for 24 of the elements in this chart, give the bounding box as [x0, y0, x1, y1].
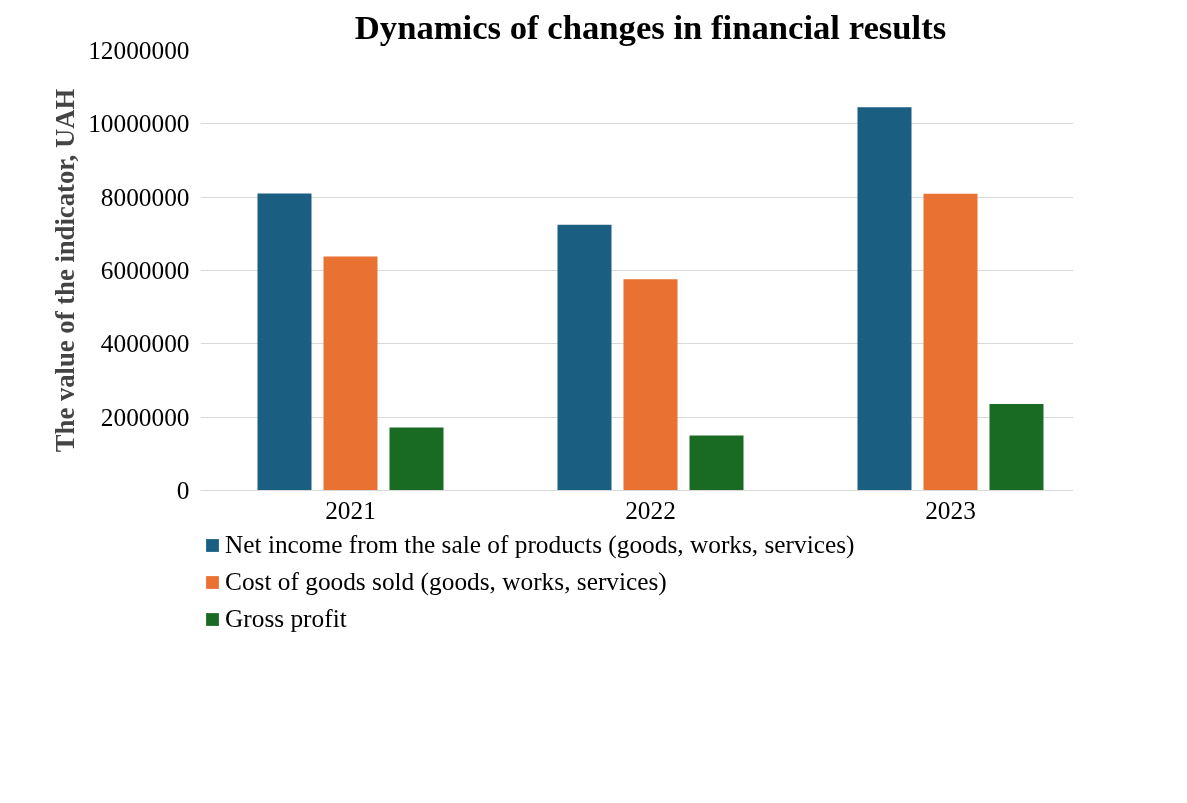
y-tick-label: 8000000 — [100, 182, 190, 211]
legend-label: Cost of goods sold (goods, works, services) — [225, 567, 667, 596]
y-tick-label: 6000000 — [100, 256, 190, 284]
bar — [389, 427, 444, 491]
x-tick-label: 2023 — [925, 495, 976, 524]
bar — [323, 256, 378, 491]
bar — [557, 224, 612, 491]
y-tick-label: 4000000 — [100, 329, 190, 358]
bar — [857, 107, 912, 491]
bar — [623, 279, 678, 491]
y-tick-label: 2000000 — [100, 402, 190, 431]
y-axis-title: The value of the indicator, UAH — [50, 88, 81, 453]
bar — [257, 193, 312, 491]
x-tick-label: 2022 — [625, 495, 676, 524]
y-tick-label: 10000000 — [88, 109, 190, 138]
bar — [989, 403, 1044, 491]
legend-label: Net income from the sale of products (goods, works, services) — [225, 530, 855, 559]
y-tick-label: 12000000 — [88, 36, 190, 64]
y-tick-label: 0 — [176, 476, 190, 504]
bar — [923, 193, 978, 491]
bar — [689, 435, 744, 491]
legend-label: Gross profit — [225, 604, 347, 633]
x-tick-label: 2021 — [325, 495, 376, 524]
chart-title: Dynamics of changes in financial results — [354, 7, 947, 46]
